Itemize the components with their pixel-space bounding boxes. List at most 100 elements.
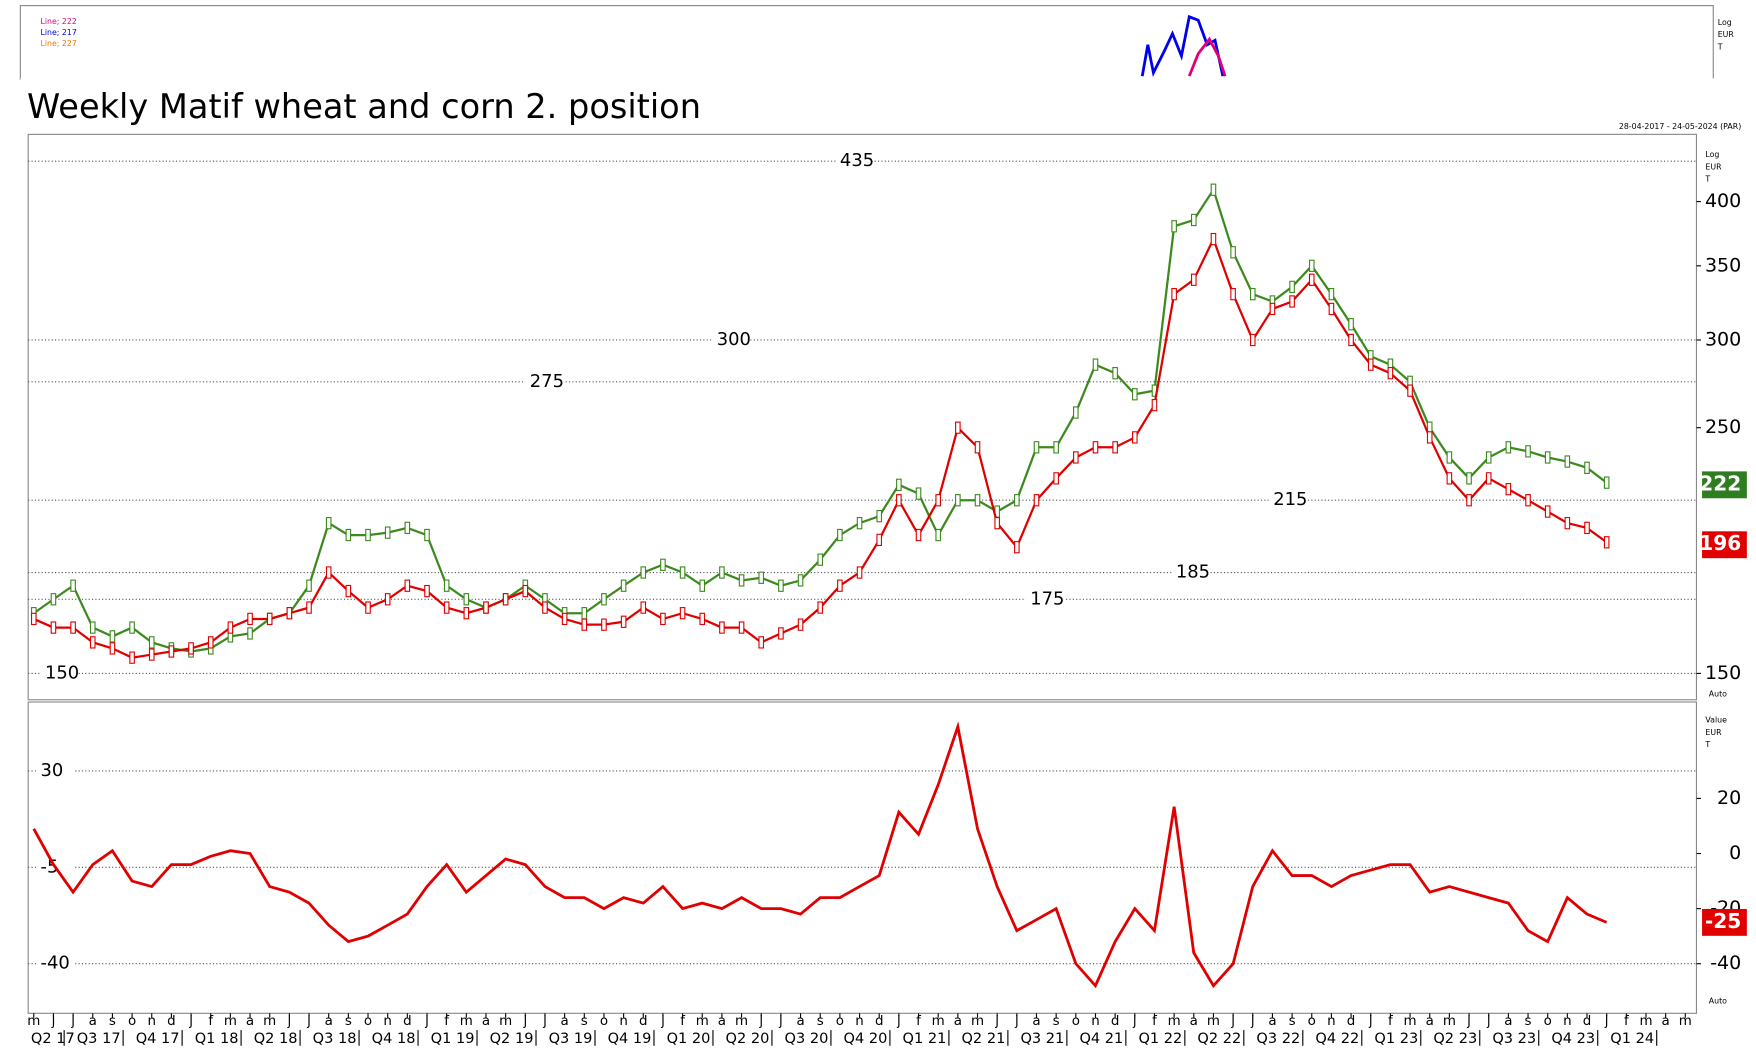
candle [247, 612, 253, 626]
candle [581, 618, 588, 631]
x-tick-label: a [482, 1014, 490, 1029]
x-tick-label: j [896, 1014, 901, 1029]
quarter-label: Q2 19 [490, 1030, 534, 1047]
candle [1053, 472, 1059, 485]
candle [1308, 273, 1315, 286]
x-tick-label: f [208, 1014, 213, 1029]
candle [168, 645, 175, 658]
axis-label: T [1717, 43, 1723, 52]
x-tick-label: m [499, 1014, 512, 1029]
chart-title: Weekly Matif wheat and corn 2. position [27, 87, 701, 126]
level-label-bg [712, 329, 751, 351]
candle [1348, 333, 1354, 347]
y-tick-label: 150 [1705, 662, 1741, 684]
axis-label: Log [1705, 150, 1719, 159]
candle [1014, 494, 1020, 507]
x-tick-label: a [1268, 1014, 1276, 1029]
x-tick-label: m [1639, 1014, 1652, 1029]
x-tick-label: o [836, 1014, 844, 1029]
candle [1485, 451, 1492, 464]
candle [817, 553, 824, 566]
candle [70, 621, 76, 634]
axis-label: T [1704, 175, 1710, 184]
candle [797, 574, 804, 587]
candle [1466, 472, 1472, 485]
candle [1033, 494, 1040, 507]
quarter-label: Q2 18 [254, 1030, 298, 1047]
x-tick-label: a [89, 1014, 97, 1029]
candle [1210, 183, 1217, 196]
x-tick-label: m [1404, 1014, 1417, 1029]
x-tick-label: d [875, 1014, 884, 1029]
quarter-label: Q2 17 [31, 1030, 75, 1047]
candle [1112, 441, 1118, 454]
x-tick-label: o [1308, 1014, 1316, 1029]
candle [1584, 521, 1590, 535]
quarter-label: Q4 21 [1079, 1030, 1123, 1047]
quarter-label: Q4 18 [372, 1030, 416, 1047]
y-tick-label: 350 [1705, 254, 1741, 276]
candle [1544, 451, 1551, 464]
x-tick-label: m [263, 1014, 276, 1029]
candle [1603, 536, 1610, 549]
x-tick-label: m [27, 1014, 40, 1029]
x-tick-label: s [581, 1014, 588, 1029]
candle [640, 601, 647, 614]
candle [679, 607, 686, 620]
x-tick-label: a [1190, 1014, 1198, 1029]
candle [974, 441, 981, 454]
candle [1564, 455, 1571, 468]
x-tick-label: s [1053, 1014, 1060, 1029]
candle [1544, 505, 1551, 518]
candle [148, 636, 155, 649]
candle [601, 618, 607, 631]
candle [1584, 461, 1590, 474]
x-tick-label: f [444, 1014, 449, 1029]
x-tick-label: d [1347, 1014, 1356, 1029]
x-tick-label: s [109, 1014, 116, 1029]
candle [778, 579, 784, 592]
candle [89, 621, 96, 634]
candle [817, 601, 824, 614]
background-line [1187, 36, 1227, 77]
candle [738, 574, 745, 587]
x-tick-label: n [1091, 1014, 1100, 1029]
candle [1132, 388, 1138, 401]
candle [1190, 273, 1197, 286]
axis-label: Value [1705, 715, 1727, 724]
candle [247, 627, 253, 640]
candle [188, 642, 194, 655]
candle [306, 579, 312, 592]
x-tick-label: m [460, 1014, 473, 1029]
quarter-label: Q3 20 [785, 1030, 829, 1047]
last-value-box [1702, 471, 1747, 499]
candle [915, 487, 922, 500]
subtitle: 28-04-2017 - 24-05-2024 (PAR) [1619, 122, 1741, 131]
level-label-bg [36, 760, 75, 781]
quarter-label: Q1 21 [903, 1030, 947, 1047]
candle [365, 601, 371, 614]
x-tick-label: m [1443, 1014, 1456, 1029]
candle [896, 494, 902, 507]
quarter-label: Q1 24 [1610, 1030, 1654, 1047]
x-tick-label: m [735, 1014, 748, 1029]
candle [384, 593, 391, 606]
x-tick-label: n [855, 1014, 864, 1029]
candle [286, 607, 293, 620]
background-panel [19, 5, 1714, 81]
candle [758, 636, 765, 649]
quarter-label: Q4 19 [608, 1030, 652, 1047]
candle [1446, 472, 1453, 485]
candle [1426, 431, 1433, 444]
candle [1073, 451, 1079, 464]
candle [1249, 333, 1256, 347]
x-tick-label: n [1327, 1014, 1336, 1029]
quarter-label: Q3 23 [1492, 1030, 1536, 1047]
level-label: -40 [40, 953, 69, 974]
candle [1505, 483, 1512, 496]
candle [502, 593, 509, 606]
candle [1171, 220, 1177, 233]
x-tick-label: j [70, 1014, 75, 1029]
